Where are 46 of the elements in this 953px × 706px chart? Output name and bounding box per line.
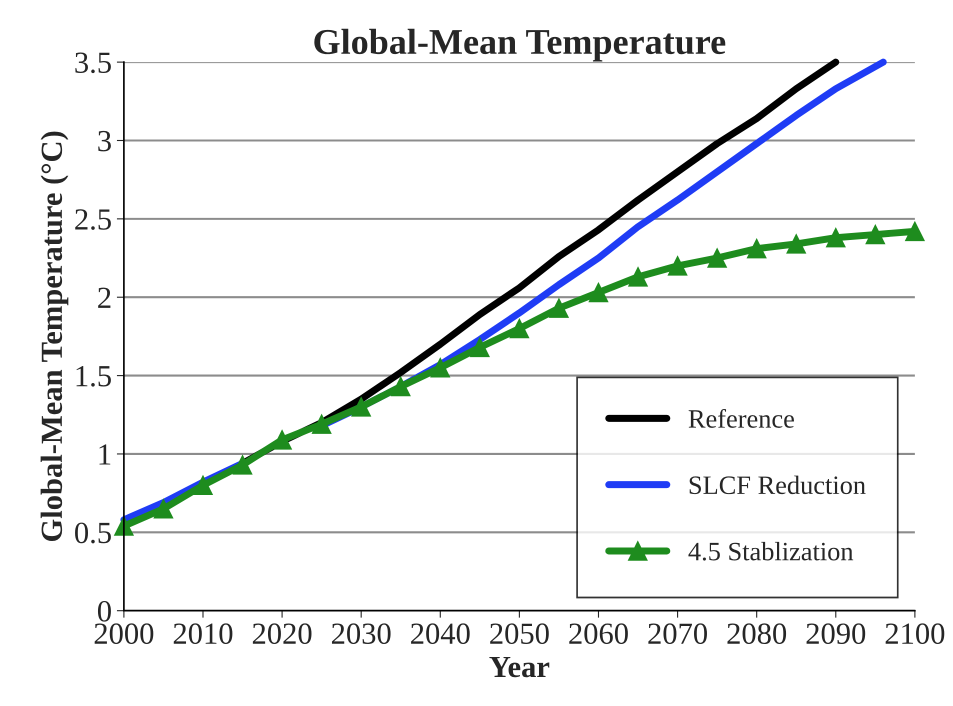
point	[905, 222, 925, 242]
x-tick-label: 2050	[490, 623, 549, 644]
point	[193, 476, 213, 496]
x-tick-label: 2070	[648, 623, 707, 644]
point	[470, 338, 490, 358]
point	[826, 228, 846, 248]
point	[114, 516, 134, 536]
x-tick-label: 2020	[252, 623, 312, 644]
point	[628, 267, 648, 287]
x-tick-label: 2030	[332, 623, 391, 644]
point	[430, 358, 450, 378]
point	[707, 248, 727, 268]
y-tick-label: 2	[98, 288, 110, 308]
point	[746, 238, 766, 258]
y-tick-label: 0	[98, 600, 111, 622]
point	[866, 224, 886, 244]
legend-label: Reference	[688, 409, 794, 428]
point	[272, 430, 292, 450]
x-tick-label: 2090	[806, 623, 866, 644]
y-tick-label: 1	[99, 444, 110, 465]
point	[391, 376, 410, 396]
y-tick-label: 1.5	[76, 366, 111, 387]
point	[510, 318, 530, 338]
y-tick-label: 3.5	[75, 52, 111, 74]
x-tick-label: 2040	[411, 623, 470, 644]
y-tick-label: 0.5	[75, 522, 111, 544]
point	[668, 256, 688, 276]
x-tick-label: 2080	[727, 623, 786, 644]
x-axis-title: Year	[489, 656, 550, 678]
point	[232, 455, 252, 475]
point	[154, 499, 174, 519]
point	[588, 282, 608, 302]
legend-label: SLCF Reduction	[690, 476, 866, 494]
point	[786, 234, 806, 254]
x-tick-label: 2100	[886, 623, 944, 644]
point	[312, 414, 332, 434]
y-axis-title: Global-Mean Temperature (°C)	[40, 132, 68, 542]
chart-title: Global-Mean Temperature	[314, 28, 726, 62]
point	[351, 397, 371, 417]
x-tick-label: 2060	[569, 623, 628, 644]
y-tick-label: 3	[98, 130, 111, 152]
point	[549, 298, 569, 318]
legend-label: 4.5 Stablization	[688, 542, 854, 561]
x-tick-label: 2000	[94, 623, 154, 644]
y-tick-label: 2.5	[75, 209, 111, 230]
x-tick-label: 2010	[174, 623, 232, 644]
